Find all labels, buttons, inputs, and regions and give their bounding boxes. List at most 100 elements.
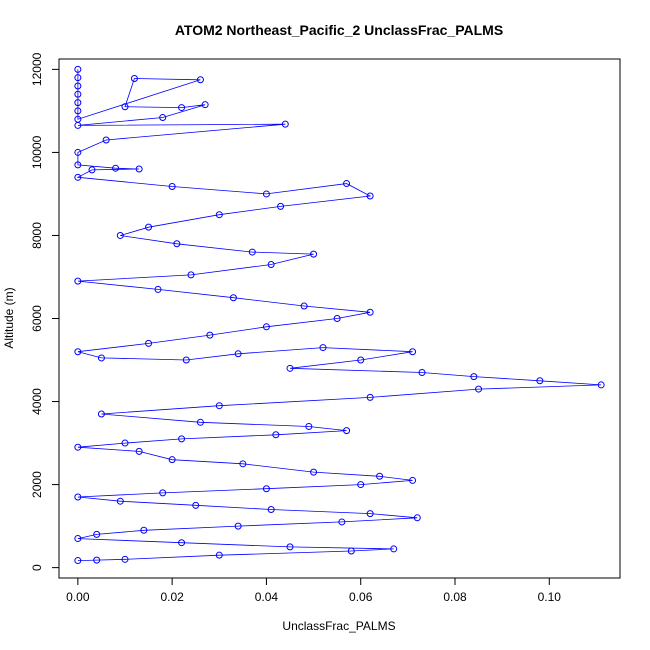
data-point (74, 148, 82, 156)
x-axis: 0.00 0.02 0.04 0.06 0.08 0.10 (66, 577, 561, 604)
data-point (74, 493, 82, 501)
x-tick-label: 0.06 (349, 590, 373, 604)
data-point (121, 439, 129, 447)
data-point (74, 74, 82, 82)
data-point (74, 348, 82, 356)
data-point (88, 166, 96, 174)
data-point (74, 90, 82, 98)
data-point (597, 381, 605, 389)
y-tick-label: 4000 (30, 388, 44, 415)
data-point (196, 76, 204, 84)
data-point (272, 431, 280, 439)
x-axis-label: UnclassFrac_PALMS (282, 619, 395, 633)
x-tick-label: 0.02 (160, 590, 184, 604)
data-point (376, 472, 384, 480)
y-tick-label: 10000 (30, 135, 44, 169)
data-point (300, 302, 308, 310)
data-point (475, 385, 483, 393)
data-point (173, 240, 181, 248)
data-point (74, 173, 82, 181)
data-point (267, 505, 275, 513)
data-point (366, 192, 374, 200)
data-point (319, 344, 327, 352)
data-point (234, 522, 242, 530)
data-point (74, 121, 82, 129)
data-point (135, 447, 143, 455)
data-point (74, 535, 82, 543)
series-line (76, 69, 602, 561)
data-point (97, 354, 105, 362)
data-point (121, 103, 129, 111)
data-point (116, 231, 124, 239)
data-point (74, 65, 82, 73)
data-point (248, 248, 256, 256)
data-point (343, 180, 351, 188)
x-tick-label: 0.04 (255, 590, 279, 604)
data-point (182, 356, 190, 364)
data-point (168, 182, 176, 190)
data-point (192, 501, 200, 509)
data-point (178, 539, 186, 547)
data-point (347, 547, 355, 555)
data-point (196, 418, 204, 426)
data-point (215, 402, 223, 410)
data-point (267, 261, 275, 269)
data-point (74, 161, 82, 169)
data-point (286, 543, 294, 551)
data-point (357, 481, 365, 489)
data-point (74, 277, 82, 285)
data-point (178, 104, 186, 112)
data-point (366, 510, 374, 518)
series-marks (74, 65, 605, 565)
data-point (74, 557, 82, 565)
data-point (366, 393, 374, 401)
data-point (93, 556, 101, 564)
x-tick-label: 0.08 (443, 590, 467, 604)
data-point (178, 435, 186, 443)
data-point (130, 75, 138, 83)
data-point (234, 350, 242, 358)
data-point (262, 190, 270, 198)
y-tick-label: 0 (30, 564, 44, 571)
data-point (286, 364, 294, 372)
data-point (140, 526, 148, 534)
data-point (135, 165, 143, 173)
chart-title: ATOM2 Northeast_Pacific_2 UnclassFrac_PA… (175, 22, 503, 38)
data-point (145, 339, 153, 347)
data-point (413, 514, 421, 522)
data-point (187, 271, 195, 279)
data-point (74, 82, 82, 90)
y-tick-label: 12000 (30, 52, 44, 86)
data-point (390, 545, 398, 553)
data-point (536, 377, 544, 385)
data-point (418, 368, 426, 376)
data-point (310, 468, 318, 476)
data-point (93, 530, 101, 538)
data-point (357, 356, 365, 364)
data-point (333, 315, 341, 322)
y-axis-label: Altitude (m) (2, 287, 16, 348)
data-point (229, 294, 237, 302)
data-point (338, 518, 346, 526)
data-point (154, 285, 162, 293)
y-tick-label: 6000 (30, 305, 44, 332)
data-point (262, 485, 270, 493)
data-point (102, 136, 110, 144)
data-point (366, 308, 374, 316)
x-tick-label: 0.00 (66, 590, 90, 604)
data-point (409, 476, 417, 484)
data-point (121, 555, 129, 563)
data-point (310, 250, 318, 258)
data-point (97, 410, 105, 418)
data-point (168, 456, 176, 464)
y-tick-label: 2000 (30, 471, 44, 498)
data-point (277, 202, 285, 210)
data-point (201, 101, 209, 109)
data-point (112, 164, 120, 172)
data-point (116, 497, 124, 505)
data-point (159, 114, 167, 122)
data-point (409, 348, 417, 356)
data-point (470, 373, 478, 381)
data-point (215, 551, 223, 559)
